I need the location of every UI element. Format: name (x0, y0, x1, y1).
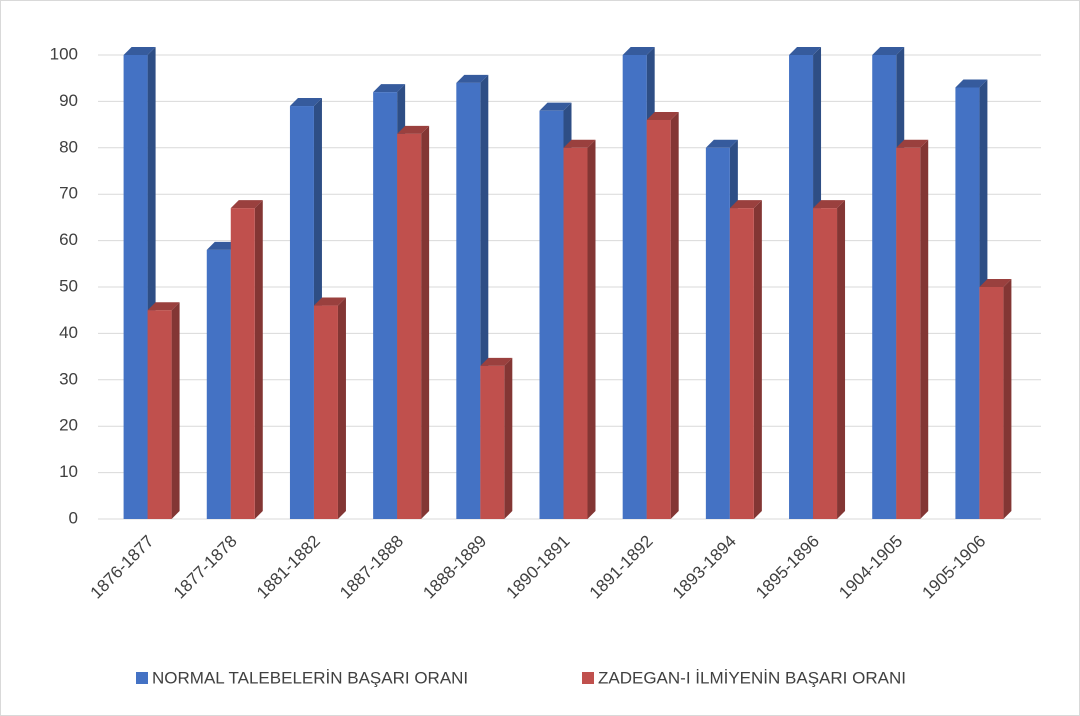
bar-top (979, 279, 1012, 287)
bar (123, 55, 148, 519)
bar-side (587, 139, 596, 520)
bar (896, 147, 921, 520)
bar-top (480, 357, 513, 366)
bar (622, 55, 647, 519)
bar-3d (230, 200, 263, 519)
bar (979, 287, 1004, 519)
y-tick-label: 60 (59, 230, 78, 249)
y-tick-label: 10 (59, 462, 78, 481)
bar-side (337, 297, 346, 519)
bar-top (123, 47, 156, 55)
legend-label: NORMAL TALEBELERİN BAŞARI ORANI (152, 668, 468, 687)
bar-3d (646, 111, 679, 520)
bar (872, 55, 897, 519)
bar-3d (896, 139, 929, 520)
bar-top (896, 139, 929, 148)
bar (813, 208, 838, 519)
bar-side (421, 125, 430, 519)
bar-side (837, 200, 846, 519)
bar (705, 147, 730, 520)
bar (646, 119, 671, 520)
bar (729, 208, 754, 519)
bar-top (147, 302, 180, 311)
bar-side (753, 200, 762, 519)
y-tick-label: 40 (59, 323, 78, 342)
bar-3d (480, 357, 513, 519)
bar (539, 110, 564, 520)
bar (397, 133, 422, 519)
bar-top (646, 111, 679, 120)
bar-top (955, 79, 988, 88)
y-tick-label: 0 (69, 508, 78, 527)
bar-top (373, 84, 406, 93)
bar-side (1003, 279, 1012, 519)
y-tick-label: 100 (50, 44, 78, 63)
y-tick-label: 50 (59, 276, 78, 295)
bar-side (254, 200, 263, 519)
bar (955, 87, 980, 519)
bar (373, 92, 398, 520)
y-tick-label: 80 (59, 137, 78, 156)
bar-3d (563, 139, 596, 520)
bar-3d (813, 200, 846, 519)
bar (789, 55, 814, 519)
bar-side (670, 111, 679, 520)
y-tick-label: 90 (59, 91, 78, 110)
bar-side (504, 357, 513, 519)
bar (289, 106, 314, 519)
bar-top (230, 200, 263, 209)
y-tick-label: 20 (59, 416, 78, 435)
y-tick-label: 30 (59, 369, 78, 388)
bar (147, 310, 172, 519)
bar-top (563, 139, 596, 148)
bar-top (705, 139, 738, 148)
legend-label: ZADEGAN-I İLMİYENİN BAŞARI ORANI (598, 668, 906, 687)
bar-top (789, 47, 822, 55)
bar-side (171, 302, 180, 519)
bar-top (813, 200, 846, 209)
bar-3d (397, 125, 430, 519)
bar (206, 249, 231, 519)
legend-swatch (582, 672, 594, 684)
bar-top (539, 102, 572, 111)
bar-3d (313, 297, 346, 519)
bar-top (313, 297, 346, 306)
bar-top (622, 47, 655, 55)
bar-3d (729, 200, 762, 519)
bar (230, 208, 255, 519)
bar-top (872, 47, 905, 55)
bar-top (729, 200, 762, 209)
legend-swatch (136, 672, 148, 684)
bar-3d (147, 302, 180, 519)
bar-side (920, 139, 929, 520)
bar-3d (979, 279, 1012, 519)
bar-top (456, 74, 489, 83)
bar (313, 305, 338, 519)
bar (480, 365, 505, 519)
bar (563, 147, 588, 520)
bar (456, 82, 481, 519)
y-tick-label: 70 (59, 184, 78, 203)
bar-top (397, 125, 430, 134)
bar-top (289, 98, 322, 107)
